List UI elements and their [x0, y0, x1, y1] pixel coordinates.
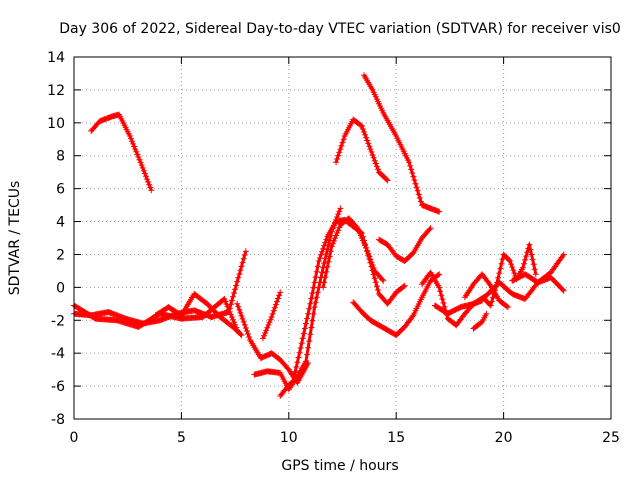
y-tick-label: 6 [56, 182, 65, 198]
series-markers [350, 271, 443, 339]
series-arc-m [376, 225, 434, 264]
plot-frame [73, 56, 612, 420]
series-markers [320, 215, 387, 291]
y-tick-label: 14 [47, 50, 65, 66]
data-points [71, 72, 567, 399]
series-arc-l [350, 271, 443, 339]
series-arc-c [361, 72, 443, 215]
axis-ticks: 0 5 10 15 20 25 -8 -6 -4 -2 0 2 4 6 8 10 12 14 [47, 50, 620, 446]
chart-title: Day 306 of 2022, Sidereal Day-to-day VTE… [59, 21, 621, 37]
series-markers [333, 116, 391, 184]
y-tick-label: 2 [56, 247, 65, 263]
y-tick-label: -4 [51, 346, 65, 362]
x-tick-label: 20 [495, 430, 513, 446]
series-markers [376, 225, 434, 264]
x-tick-label: 25 [602, 430, 620, 446]
series-arc-a [88, 111, 155, 194]
series-arc-i [260, 289, 284, 342]
x-tick-label: 0 [70, 430, 79, 446]
x-tick-label: 10 [280, 430, 298, 446]
series-markers [88, 111, 155, 194]
series-markers [260, 289, 284, 342]
series-arc-s [470, 310, 490, 332]
y-tick-label: 10 [47, 116, 65, 132]
series-arc-f [152, 290, 245, 339]
y-tick-label: 4 [56, 215, 65, 231]
series-arc-k [320, 215, 387, 291]
x-tick-label: 5 [177, 430, 186, 446]
series-arc-r [509, 251, 567, 286]
x-axis-label: GPS time / hours [281, 458, 398, 474]
y-tick-label: 8 [56, 149, 65, 165]
y-tick-label: -8 [51, 412, 65, 428]
y-axis-label: SDTVAR / TECUs [7, 181, 23, 296]
series-arc-b [333, 116, 391, 184]
series-markers [361, 72, 443, 215]
y-tick-label: 12 [47, 83, 65, 99]
y-tick-label: 0 [56, 280, 65, 296]
y-tick-label: -6 [51, 379, 65, 395]
series-markers [509, 251, 567, 286]
series-markers [152, 290, 245, 339]
y-tick-label: -2 [51, 313, 65, 329]
x-tick-label: 15 [387, 430, 405, 446]
series-markers [470, 310, 490, 332]
